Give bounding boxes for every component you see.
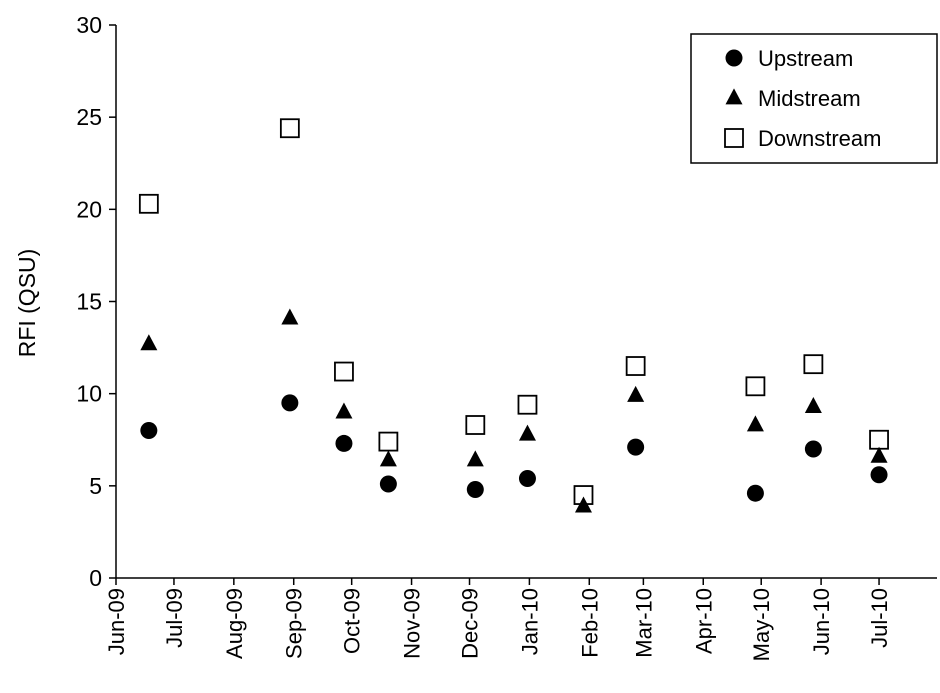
y-tick-label: 5	[89, 473, 102, 499]
midstream-point	[335, 402, 353, 419]
x-tick-label: Jun-10	[809, 588, 834, 655]
y-ticks: 0 5 10 15 20 25 30	[76, 12, 116, 591]
upstream-point	[746, 484, 764, 502]
x-ticks: Jun-09 Jul-09 Aug-09 Sep-09 Oct-09 Nov-09 Dec-…	[104, 578, 892, 661]
y-tick-label: 25	[76, 104, 102, 130]
downstream-point	[869, 429, 889, 450]
midstream-point	[746, 415, 764, 432]
downstream-point	[465, 415, 486, 435]
upstream-point	[870, 466, 888, 484]
midstream-point	[574, 496, 592, 513]
y-tick-label: 0	[89, 565, 102, 591]
upstream-point	[466, 481, 484, 499]
downstream-point	[803, 354, 824, 375]
upstream-point	[627, 438, 645, 456]
upstream-point	[281, 394, 299, 412]
midstream-point	[281, 308, 299, 325]
legend-label-midstream: Midstream	[758, 86, 861, 111]
downstream-point	[517, 394, 538, 415]
legend-marker-downstream	[724, 128, 744, 148]
x-tick-label: Jul-09	[162, 588, 187, 648]
y-tick-label: 20	[76, 196, 102, 222]
y-tick-label: 10	[76, 381, 102, 407]
x-tick-label: Feb-10	[577, 588, 602, 658]
x-tick-label: Oct-09	[340, 588, 365, 654]
legend-marker-upstream	[725, 49, 743, 67]
downstream-point	[279, 118, 300, 139]
upstream-point	[335, 434, 353, 452]
legend-marker-midstream	[725, 88, 743, 105]
x-tick-label: Dec-09	[458, 588, 483, 659]
downstream-point	[625, 356, 646, 376]
downstream-point	[138, 193, 159, 214]
midstream-point	[518, 424, 536, 441]
midstream-point	[804, 396, 822, 413]
downstream-point	[745, 376, 766, 397]
legend-label-downstream: Downstream	[758, 126, 881, 151]
midstream-point	[379, 450, 397, 467]
data-points	[138, 118, 889, 513]
y-tick-label: 15	[76, 289, 102, 315]
downstream-point	[334, 361, 354, 382]
legend-label-upstream: Upstream	[758, 46, 853, 71]
x-tick-label: Nov-09	[400, 588, 425, 659]
x-tick-label: May-10	[749, 588, 774, 661]
y-axis-title: RFI (QSU)	[14, 249, 40, 358]
x-tick-label: Aug-09	[222, 588, 247, 659]
x-tick-label: Jun-09	[104, 588, 129, 655]
legend: Upstream Midstream Downstream	[690, 33, 938, 164]
midstream-point	[140, 334, 158, 351]
midstream-point	[466, 450, 484, 467]
upstream-point	[518, 469, 536, 487]
x-tick-label: Jul-10	[867, 588, 892, 648]
downstream-point	[378, 431, 399, 452]
x-tick-label: Apr-10	[691, 588, 716, 654]
x-tick-label: Mar-10	[631, 588, 656, 658]
midstream-point	[627, 385, 645, 402]
y-tick-label: 30	[76, 12, 102, 38]
midstream-point	[870, 446, 888, 463]
x-tick-label: Sep-09	[282, 588, 307, 659]
x-tick-label: Jan-10	[517, 588, 542, 655]
upstream-point	[804, 440, 822, 458]
upstream-point	[379, 475, 397, 493]
upstream-point	[140, 422, 158, 440]
